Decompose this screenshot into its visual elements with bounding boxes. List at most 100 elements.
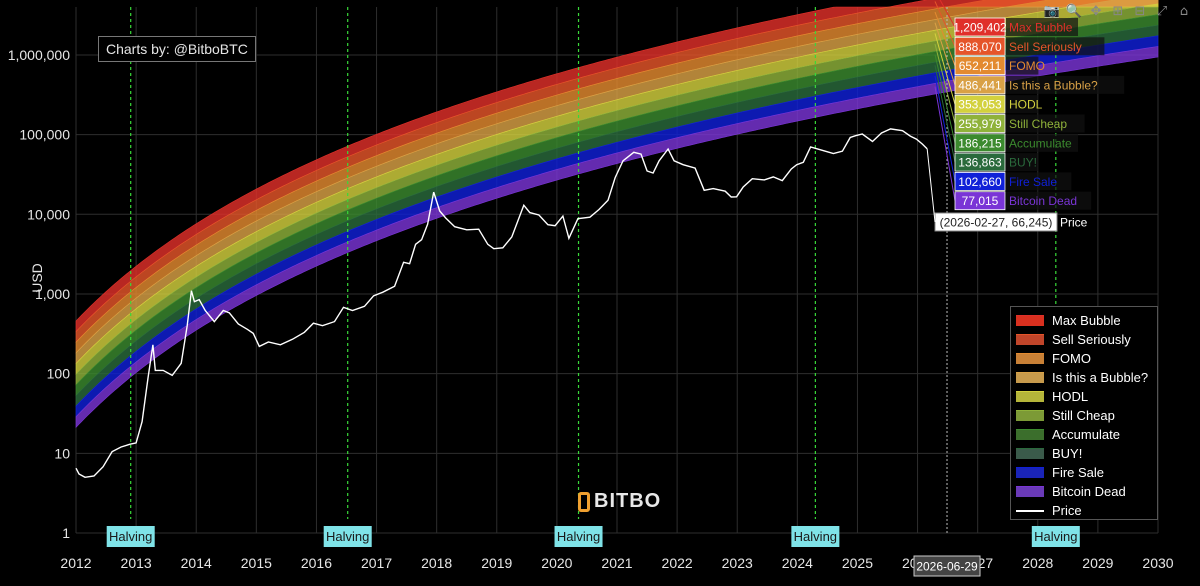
hover-value: 136,863 (958, 156, 1002, 170)
legend-line-swatch (1016, 509, 1044, 512)
hover-name-box (1006, 114, 1085, 133)
halving-label: Halving (1034, 529, 1077, 544)
band-bitcoin-dead (75, 46, 1159, 429)
halving-label: Halving (794, 529, 837, 544)
legend-swatch (1016, 448, 1044, 459)
legend-swatch (1016, 467, 1044, 478)
x-tick-label: 2022 (662, 555, 693, 571)
halving-label-box (323, 526, 372, 547)
pan-icon[interactable]: ✥ (1090, 4, 1102, 19)
hover-x-value: 2026-06-29 (916, 560, 978, 574)
halving-label-box (554, 526, 603, 547)
legend-swatch (1016, 353, 1044, 364)
hover-value: 255,979 (958, 117, 1002, 131)
home-icon[interactable]: ⌂ (1179, 4, 1189, 19)
legend-item[interactable]: Max Bubble (1011, 311, 1121, 330)
legend-label: Accumulate (1052, 427, 1120, 442)
x-tick-label: 2017 (361, 555, 392, 571)
hover-name-box (1006, 75, 1125, 94)
halving-label-box (1031, 526, 1080, 547)
x-tick-label: 2021 (601, 555, 632, 571)
hover-name-box (1006, 37, 1105, 56)
legend-item[interactable]: Still Cheap (1011, 406, 1115, 425)
hover-value-box (954, 171, 1006, 191)
legend-label: Price (1052, 503, 1082, 518)
legend-label: Still Cheap (1052, 408, 1115, 423)
hover-leader-line (934, 54, 956, 143)
x-tick-label: 2018 (421, 555, 452, 571)
y-axis-label: USD (29, 263, 45, 293)
hover-name: Sell Seriously (1009, 40, 1082, 54)
chart-toolbar: 📷 🔍 ✥ ⊞ ⊟ ⤢ ⌂ (1042, 3, 1194, 21)
hover-x-box (913, 555, 981, 577)
legend-label: Max Bubble (1052, 313, 1121, 328)
y-tick-label: 10 (54, 445, 70, 461)
hover-value: 652,211 (959, 59, 1002, 73)
hover-name: Fire Sale (1009, 175, 1057, 189)
hover-value-box (954, 17, 1006, 37)
legend-item[interactable]: FOMO (1011, 349, 1091, 368)
legend-item[interactable]: Fire Sale (1011, 463, 1104, 482)
legend-label: Fire Sale (1052, 465, 1105, 480)
hover-leader-line (934, 33, 956, 105)
hover-leader-line (934, 1, 956, 47)
hover-price-leader (926, 148, 936, 223)
bitbo-logo-icon (578, 491, 590, 512)
legend-label: Sell Seriously (1052, 332, 1131, 347)
legend-label: HODL (1052, 389, 1089, 404)
legend-item[interactable]: Accumulate (1011, 425, 1120, 444)
hover-name: Max Bubble (1009, 21, 1073, 35)
y-tick-label: 1,000,000 (8, 47, 70, 63)
hover-value: 353,053 (958, 98, 1002, 112)
y-tick-label: 100 (47, 366, 71, 382)
zoom-icon[interactable]: 🔍 (1065, 4, 1083, 19)
hover-value-box (954, 114, 1006, 133)
legend-swatch (1016, 429, 1044, 440)
legend-item[interactable]: Bitcoin Dead (1011, 482, 1126, 501)
hover-value-box (954, 36, 1006, 56)
hover-value-box (954, 75, 1006, 95)
hover-name-box (1006, 133, 1078, 152)
hover-name: Bitcoin Dead (1009, 194, 1077, 208)
hover-name-box (1006, 18, 1078, 36)
chart-credit: Charts by: @BitboBTC (98, 36, 256, 62)
legend-item[interactable]: BUY! (1011, 444, 1082, 463)
x-tick-label: 2023 (722, 555, 753, 571)
halving-label: Halving (326, 529, 369, 544)
hover-name: BUY! (1009, 156, 1037, 170)
price-series (75, 128, 928, 479)
autoscale-icon[interactable]: ⤢ (1156, 4, 1168, 19)
hover-name-box (1006, 153, 1039, 172)
hover-value: 1,209,402 (953, 21, 1007, 35)
x-tick-label: 2013 (121, 555, 152, 571)
y-tick-label: 10,000 (27, 206, 70, 222)
hover-value-box (954, 94, 1006, 114)
hover-name: HODL (1009, 98, 1043, 112)
legend-item[interactable]: Sell Seriously (1011, 330, 1131, 349)
zoom-in-icon[interactable]: ⊞ (1112, 4, 1124, 19)
hover-leader-line (934, 43, 956, 124)
hover-price-name: Price (1060, 216, 1088, 230)
y-tick-label: 100,000 (19, 127, 70, 143)
hover-name-box (1006, 56, 1039, 75)
hover-value: 186,215 (958, 136, 1002, 150)
x-tick-label: 2019 (481, 555, 512, 571)
legend-swatch (1016, 372, 1044, 383)
legend-item[interactable]: Is this a Bubble? (1011, 368, 1148, 387)
hover-price-value: (2026-02-27, 66,245) (940, 216, 1053, 230)
legend-item[interactable]: Price (1011, 501, 1082, 520)
hover-value-box (954, 133, 1006, 153)
x-tick-label: 2020 (541, 555, 572, 571)
hover-value-box (954, 152, 1006, 172)
bitbo-logo-text: BITBO (594, 490, 662, 512)
legend-item[interactable]: HODL (1011, 387, 1088, 406)
x-tick-label: 2028 (1022, 555, 1053, 571)
x-tick-label: 2030 (1142, 555, 1173, 571)
hover-value: 102,660 (958, 175, 1002, 189)
x-tick-label: 2015 (241, 555, 272, 571)
zoom-out-icon[interactable]: ⊟ (1134, 4, 1146, 19)
camera-icon[interactable]: 📷 (1043, 4, 1061, 19)
hover-leader-line (934, 65, 956, 163)
